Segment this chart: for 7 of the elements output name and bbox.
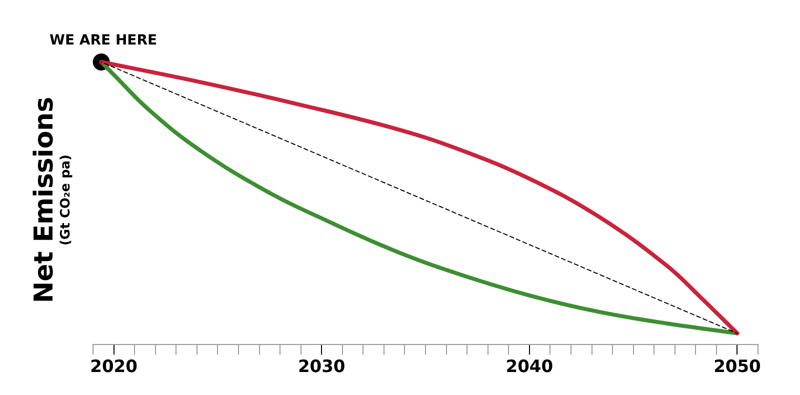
y-axis-title: Net Emissions	[30, 96, 60, 304]
text: (Gt CO₂e pa)	[58, 154, 74, 248]
annotation: WE ARE HERE	[50, 32, 158, 49]
x-tick-label: 2050	[714, 357, 762, 378]
x-tick-label: 2030	[298, 357, 346, 378]
x-tick-label: 2020	[90, 357, 138, 378]
x-tick-label: 2040	[506, 357, 554, 378]
